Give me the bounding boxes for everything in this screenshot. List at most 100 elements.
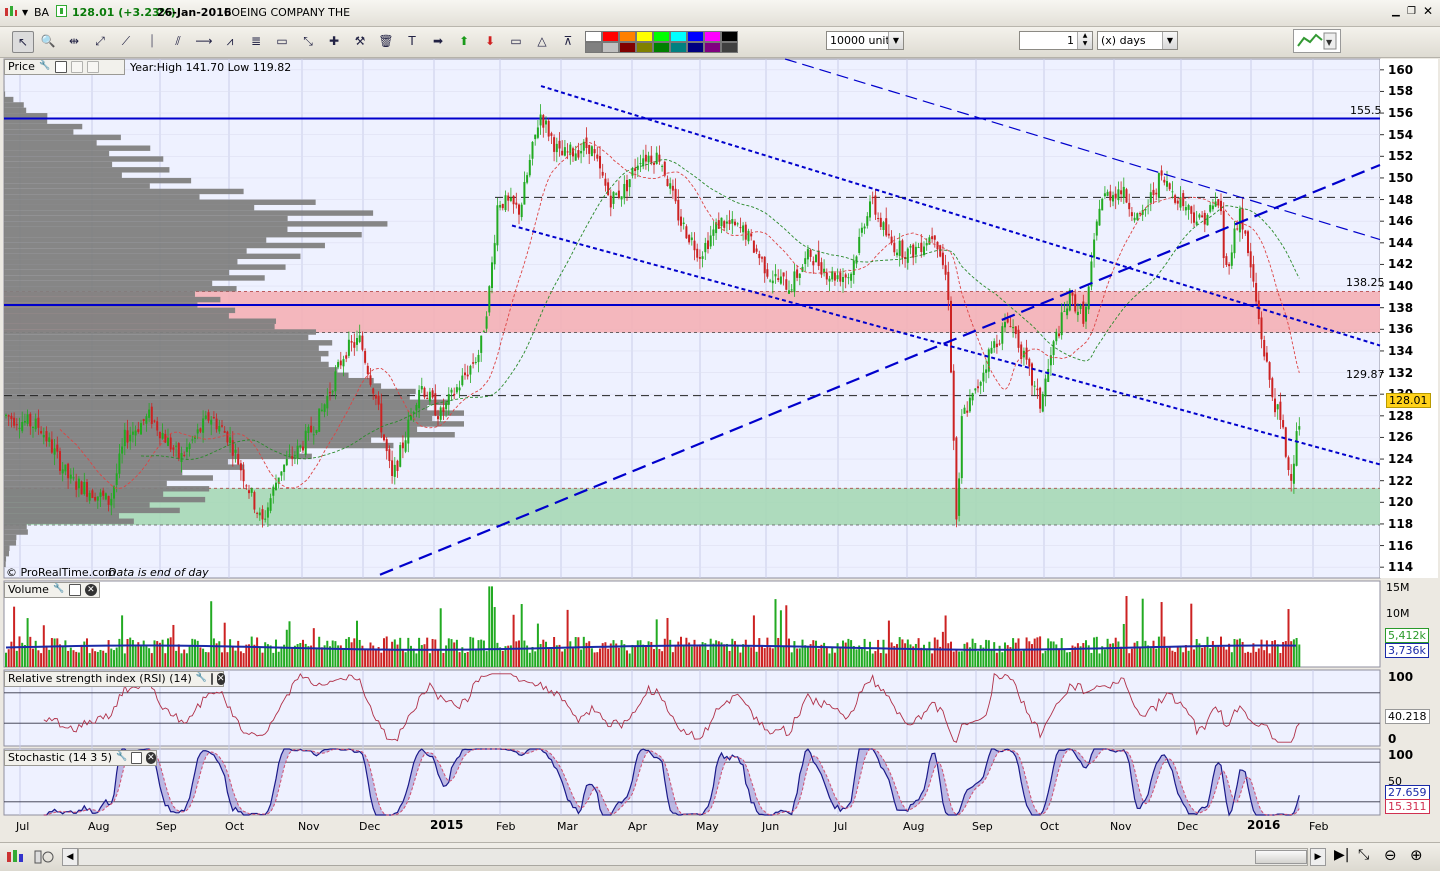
color-swatch[interactable] [602, 31, 619, 42]
symbol-dropdown-icon[interactable]: ▼ [22, 8, 28, 17]
scroll-left-icon[interactable]: ◀ [62, 848, 78, 866]
close-panel-icon[interactable]: ✕ [217, 673, 225, 685]
volume-profile-bar [4, 508, 180, 513]
chart-layout-icon[interactable] [6, 849, 24, 868]
candle-body [972, 393, 974, 400]
scrollbar-thumb[interactable] [1255, 850, 1307, 864]
candle-body [186, 447, 188, 452]
color-swatch[interactable] [653, 31, 670, 42]
zoom-out-icon[interactable]: ⊖ [1384, 846, 1397, 864]
volume-bar [402, 650, 404, 667]
window-icon[interactable] [55, 61, 67, 73]
volume-bar [1225, 650, 1227, 667]
candle-body [1117, 189, 1119, 200]
fan-icon[interactable]: ⩘ [220, 31, 240, 51]
restore-icon[interactable]: ❐ [1407, 6, 1416, 17]
color-swatch[interactable] [670, 42, 687, 53]
cross-icon[interactable]: ✚ [324, 31, 344, 51]
vertical-line-icon[interactable]: ⏐ [142, 31, 162, 51]
channel-icon[interactable]: ⫽ [168, 31, 188, 51]
maximize-icon[interactable] [71, 61, 83, 73]
color-swatch[interactable] [704, 31, 721, 42]
volume-bar [407, 638, 409, 667]
scroll-right-icon[interactable]: ▶ [1310, 848, 1326, 866]
zoom-icon[interactable]: 🔍 [38, 31, 58, 51]
text-icon[interactable]: T [402, 31, 422, 51]
color-palette[interactable] [585, 31, 740, 53]
close-panel-icon[interactable]: ✕ [85, 584, 97, 596]
trendline-icon[interactable]: ⟋ [116, 31, 136, 51]
chart-type-button[interactable]: ▼ [1293, 29, 1341, 53]
info-icon[interactable] [56, 5, 67, 17]
ruler-icon[interactable]: ▭ [272, 31, 292, 51]
cursor-icon[interactable]: ↖ [12, 31, 34, 53]
down-arrow-icon[interactable]: ⬇ [480, 31, 500, 51]
volume-bar [934, 637, 936, 667]
volume-bar [788, 639, 790, 667]
arrow-line-icon[interactable]: ⟶ [194, 31, 214, 51]
color-swatch[interactable] [619, 31, 636, 42]
chevron-down-icon[interactable]: ▼ [1162, 32, 1177, 49]
color-swatch[interactable] [602, 42, 619, 53]
volume-panel-label: Volume [8, 583, 49, 597]
volume-bar [618, 648, 620, 667]
wrench-icon[interactable]: 🔧 [116, 752, 127, 764]
color-swatch[interactable] [653, 42, 670, 53]
period-unit-select[interactable]: (x) days ▼ [1097, 31, 1178, 50]
spinner-icon[interactable]: ▲▼ [1077, 32, 1092, 49]
color-swatch[interactable] [687, 31, 704, 42]
volume-bar [183, 650, 185, 667]
volume-bar [1161, 602, 1163, 667]
volume-bar [950, 642, 952, 667]
color-swatch[interactable] [585, 31, 602, 42]
color-swatch[interactable] [585, 42, 602, 53]
color-swatch[interactable] [636, 42, 653, 53]
volume-bar [1177, 646, 1179, 667]
wrench-icon[interactable]: 🔧 [39, 61, 51, 73]
candle-body [432, 390, 434, 397]
color-swatch[interactable] [721, 31, 738, 42]
candle-body [1053, 341, 1055, 355]
fit-icon[interactable]: ⤡ [1358, 847, 1369, 863]
volume-profile-bar [4, 464, 244, 469]
candle-body [151, 407, 153, 424]
restore-panel-icon[interactable] [87, 61, 99, 73]
horizontal-line-icon[interactable]: ⇹ [64, 31, 84, 51]
arrow-right-icon[interactable]: ➡ [428, 31, 448, 51]
close-panel-icon[interactable]: ✕ [146, 752, 156, 764]
volume-bar [321, 647, 323, 667]
candle-body [159, 432, 161, 438]
wrench-icon[interactable]: 🔧 [196, 673, 207, 685]
close-icon[interactable]: ✕ [1423, 4, 1433, 18]
color-swatch[interactable] [704, 42, 721, 53]
window-icon[interactable] [211, 673, 213, 685]
triangle-icon[interactable]: △ [532, 31, 552, 51]
trash-icon[interactable]: 🗑 [376, 31, 396, 51]
tools-icon[interactable]: ⚒ [350, 31, 370, 51]
volume-bar [1293, 639, 1295, 667]
rectangle-icon[interactable]: ▭ [506, 31, 526, 51]
indicator-icon[interactable] [34, 849, 56, 868]
minimize-icon[interactable]: ▁ [1392, 6, 1400, 17]
chevron-down-icon[interactable]: ▼ [888, 32, 903, 49]
color-swatch[interactable] [619, 42, 636, 53]
expand-icon[interactable]: ⤡ [298, 31, 318, 51]
horizontal-scrollbar[interactable] [78, 848, 1308, 866]
fibonacci-icon[interactable]: ≣ [246, 31, 266, 51]
zoom-in-icon[interactable]: ⊕ [1410, 846, 1423, 864]
window-icon[interactable] [69, 584, 81, 596]
color-swatch[interactable] [721, 42, 738, 53]
go-to-end-icon[interactable]: ▶| [1334, 847, 1349, 863]
window-icon[interactable] [131, 752, 142, 764]
up-arrow-icon[interactable]: ⬆ [454, 31, 474, 51]
color-swatch[interactable] [670, 31, 687, 42]
period-value-input[interactable]: 1 ▲▼ [1019, 31, 1093, 50]
candle-body [885, 218, 887, 235]
segment-icon[interactable]: ⤢ [90, 31, 110, 51]
color-swatch[interactable] [687, 42, 704, 53]
units-select[interactable]: 10000 units ▼ [826, 31, 904, 50]
gann-icon[interactable]: ⊼ [558, 31, 578, 51]
wrench-icon[interactable]: 🔧 [53, 584, 65, 596]
color-swatch[interactable] [636, 31, 653, 42]
chart-area[interactable] [0, 58, 1440, 842]
